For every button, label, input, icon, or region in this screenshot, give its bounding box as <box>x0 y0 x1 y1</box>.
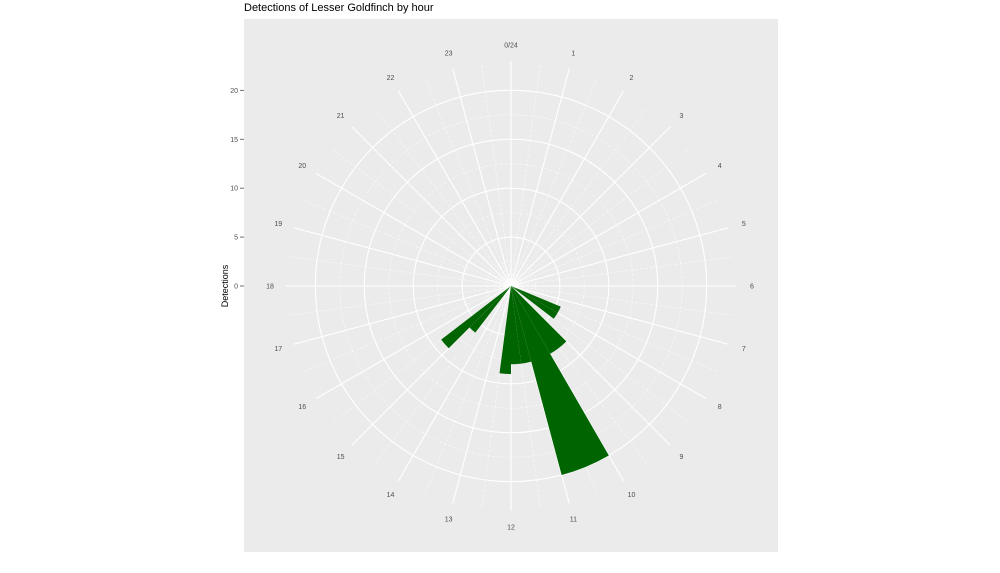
grid-spoke-minor <box>510 62 541 287</box>
grid-spoke-minor <box>510 285 719 373</box>
hour-tick-label: 9 <box>679 454 683 461</box>
grid-spoke-minor <box>373 285 512 465</box>
hour-tick-label: 4 <box>718 163 722 170</box>
hour-tick-label: 10 <box>628 492 636 499</box>
bar-wedge-1 <box>511 286 558 319</box>
hour-tick-label: 0/24 <box>504 43 518 50</box>
grid-spoke <box>510 126 671 287</box>
grid-spoke <box>510 90 624 287</box>
grid-spoke <box>452 285 512 504</box>
bar-wedge-2 <box>511 286 567 354</box>
grid-spoke <box>315 285 512 399</box>
grid-spoke-minor <box>332 285 512 424</box>
hour-tick-label: 23 <box>445 51 453 58</box>
bar-wedge-5 <box>511 286 522 365</box>
grid-spoke <box>398 285 512 482</box>
grid-spoke-minor <box>424 78 512 287</box>
grid-spoke-minor <box>287 285 512 316</box>
hour-tick-label: 14 <box>387 492 395 499</box>
hour-tick-label: 15 <box>337 454 345 461</box>
hour-tick-label: 13 <box>445 516 453 523</box>
grid-spoke <box>452 68 512 287</box>
grid-spoke-minor <box>510 285 690 424</box>
y-tick-label: 10 <box>230 186 238 193</box>
bar-wedge-4 <box>511 286 532 364</box>
grid-spoke-minor <box>510 199 719 287</box>
grid-spoke-minor <box>424 285 512 494</box>
hour-tick-label: 21 <box>337 113 345 120</box>
bar-wedge-8 <box>441 286 511 349</box>
grid-spoke-minor <box>481 62 512 287</box>
grid-spoke-minor <box>303 199 512 287</box>
hour-tick-label: 18 <box>266 284 274 291</box>
grid-spoke-minor <box>481 285 512 510</box>
grid-spoke <box>293 285 512 345</box>
bar-wedge-0 <box>511 286 561 313</box>
grid-spoke <box>510 68 570 287</box>
y-tick-label: 20 <box>230 88 238 95</box>
hour-tick-label: 8 <box>718 404 722 411</box>
grid-layer <box>286 61 736 511</box>
grid-spoke-minor <box>332 148 512 287</box>
hour-tick-label: 2 <box>630 75 634 82</box>
grid-spoke <box>510 173 707 287</box>
grid-spoke-minor <box>287 256 512 287</box>
hour-tick-label: 16 <box>298 404 306 411</box>
grid-spoke-minor <box>373 107 512 287</box>
hour-tick-label: 11 <box>570 516 577 523</box>
hour-tick-label: 19 <box>274 221 282 228</box>
y-tick-label: 15 <box>230 137 238 144</box>
grid-spoke <box>293 227 512 287</box>
hour-tick-label: 20 <box>298 163 306 170</box>
grid-spoke-minor <box>510 78 598 287</box>
label-layer: 0/24123456789101112131415161718192021222… <box>230 43 754 532</box>
grid-spoke-minor <box>510 285 735 316</box>
grid-spoke <box>315 173 512 287</box>
bar-wedge-3 <box>511 286 609 475</box>
hour-tick-label: 17 <box>274 346 282 353</box>
chart-title: Detections of Lesser Goldfinch by hour <box>244 2 434 14</box>
hour-tick-label: 5 <box>742 221 746 228</box>
hour-tick-label: 7 <box>742 346 746 353</box>
grid-spoke-minor <box>303 285 512 373</box>
bar-wedge-7 <box>469 286 511 333</box>
bar-wedge-6 <box>499 286 511 375</box>
hour-tick-label: 12 <box>507 525 515 532</box>
y-tick-label: 5 <box>234 235 238 242</box>
hour-tick-label: 3 <box>679 113 683 120</box>
grid-spoke <box>510 227 729 287</box>
hour-tick-label: 6 <box>750 284 754 291</box>
hour-tick-label: 22 <box>387 75 395 82</box>
grid-spoke-minor <box>510 148 690 287</box>
grid-spoke <box>510 285 729 345</box>
grid-spoke-minor <box>510 107 649 287</box>
grid-spoke <box>398 90 512 287</box>
y-tick-label: 0 <box>234 284 238 291</box>
grid-spoke-minor <box>510 256 735 287</box>
grid-spoke <box>351 126 512 287</box>
hour-tick-label: 1 <box>571 51 575 58</box>
bar-layer <box>441 286 609 475</box>
